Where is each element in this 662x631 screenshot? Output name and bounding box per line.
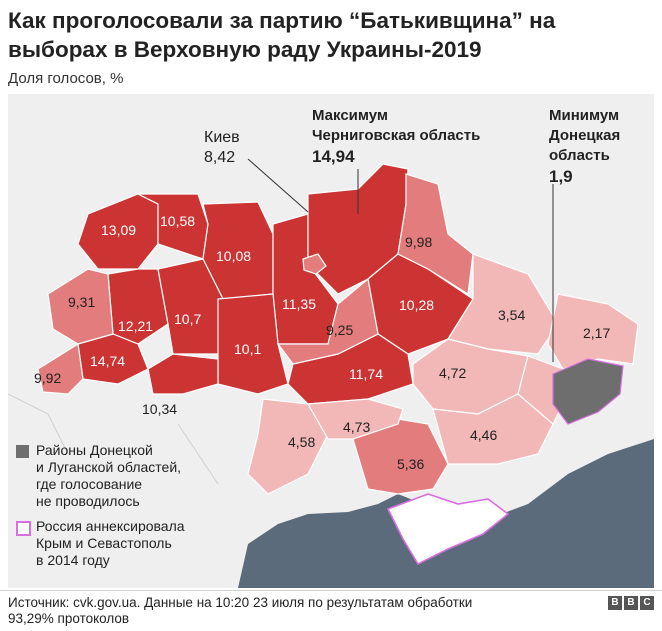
source-line-1: Источник: cvk.gov.ua. Данные на 10:20 23… xyxy=(8,595,473,610)
border-line xyxy=(177,423,219,485)
value-label-kyiv-oblast: 9,25 xyxy=(326,322,354,338)
region-chernivtsi xyxy=(37,343,84,395)
legend-swatch-grey xyxy=(16,445,29,458)
map-title: Как проголосовали за партию “Батькивщина… xyxy=(8,8,556,62)
kyiv-value: 8,42 xyxy=(204,149,236,166)
map-svg xyxy=(8,158,654,588)
source-line-2: 93,29% протоколов xyxy=(8,611,130,626)
value-label-luhansk: 2,17 xyxy=(583,325,611,341)
value-label-ivano-frankivsk: 14,74 xyxy=(90,353,126,369)
value-label-khmelnytskyi: 10,7 xyxy=(174,311,202,327)
region-kyiv-oblast xyxy=(276,277,379,365)
legend-no-vote-line: где голосование xyxy=(36,476,143,492)
value-label-lviv: 13,09 xyxy=(101,222,137,238)
region-sumy xyxy=(397,173,474,296)
bbc-logo: B B C xyxy=(608,596,654,610)
occupied-donbas xyxy=(552,358,624,425)
max-annotation: Максимум Черниговская область 14,94 xyxy=(312,106,480,168)
legend-crimea-line: в 2014 году xyxy=(36,552,110,568)
value-label-mykolaiv: 4,73 xyxy=(343,419,371,435)
min-region-line1: Донецкая xyxy=(549,127,621,144)
legend-crimea-line: Россия аннексировала xyxy=(36,518,185,534)
kyiv-annotation: Киев 8,42 xyxy=(204,128,240,168)
value-label-zaporizhzhia: 4,46 xyxy=(470,427,498,443)
region-kyiv-city xyxy=(302,253,327,275)
value-label-poltava: 10,28 xyxy=(399,297,435,313)
bbc-logo-letter: B xyxy=(608,596,622,610)
source-footer: Источник: cvk.gov.ua. Данные на 10:20 23… xyxy=(8,595,608,627)
legend-crimea-line: Крым и Севастополь xyxy=(36,535,172,551)
region-mykolaiv xyxy=(307,398,404,440)
legend-no-vote-line: и Луганской областей, xyxy=(36,459,182,475)
value-label-sumy: 9,98 xyxy=(405,234,433,250)
value-label-kherson: 5,36 xyxy=(397,456,425,472)
map-subtitle: Доля голосов, % xyxy=(8,70,124,87)
low-regions xyxy=(247,253,639,495)
region-luhansk xyxy=(547,293,639,370)
legend-no-vote-line: не проводилось xyxy=(36,493,140,509)
region-zaporizhzhia xyxy=(432,393,554,465)
max-region: Черниговская область xyxy=(312,127,481,144)
value-label-chernivtsi: 9,92 xyxy=(34,370,62,386)
value-label-zhytomyr: 11,35 xyxy=(282,296,316,312)
mid-regions xyxy=(37,173,474,495)
value-label-ternopil: 12,21 xyxy=(118,318,154,334)
max-heading: Максимум xyxy=(312,107,389,124)
value-label-vinnytsia: 10,1 xyxy=(234,341,262,357)
region-chernivtsi-east xyxy=(147,353,219,395)
border-line xyxy=(8,393,69,455)
value-label-odesa: 4,58 xyxy=(288,434,316,450)
value-label-dnipropetrovsk: 4,72 xyxy=(439,365,467,381)
min-annotation: Минимум Донецкая область 1,9 xyxy=(549,106,620,188)
region-zakarpattia xyxy=(47,268,114,345)
kyiv-leader xyxy=(247,158,309,213)
value-label-volyn: 10,58 xyxy=(160,213,196,229)
footer-divider xyxy=(0,590,662,591)
value-label-kharkiv: 3,54 xyxy=(498,307,526,323)
value-label-cherkasy-kirovohrad: 11,74 xyxy=(349,366,383,382)
min-region-line2: область xyxy=(549,147,610,164)
value-label-zakarpattia: 9,31 xyxy=(68,294,96,310)
bbc-logo-letter: C xyxy=(640,596,654,610)
region-kharkiv xyxy=(447,253,559,355)
region-kherson xyxy=(352,418,449,495)
max-value: 14,94 xyxy=(312,147,355,166)
value-label-chernivtsi-east: 10,34 xyxy=(142,401,178,417)
min-value: 1,9 xyxy=(549,167,573,186)
high-regions xyxy=(77,163,474,405)
legend-no-vote-line: Районы Донецкой xyxy=(36,442,153,458)
ukraine-map: 13,09 10,58 10,08 11,35 9,98 9,31 12,21 … xyxy=(8,94,654,588)
legend-swatch-crimea xyxy=(16,521,31,536)
bbc-logo-letter: B xyxy=(624,596,638,610)
value-label-rivne: 10,08 xyxy=(216,248,252,264)
min-heading: Минимум xyxy=(549,107,620,124)
crimea xyxy=(386,493,510,566)
kyiv-name: Киев xyxy=(204,129,240,146)
